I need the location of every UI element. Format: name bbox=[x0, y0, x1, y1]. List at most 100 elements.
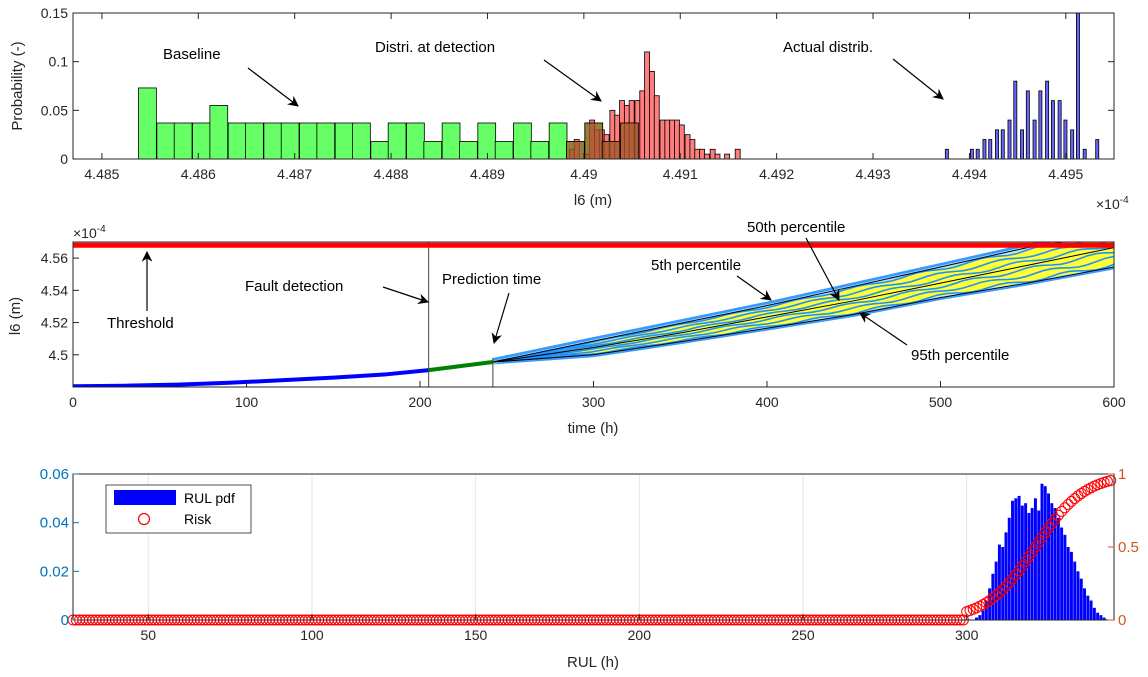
detection-histogram-bar bbox=[639, 90, 646, 160]
middle-y-tick-label: 4.54 bbox=[41, 282, 68, 298]
baseline-histogram-bar bbox=[477, 122, 497, 160]
rul-pdf-bar bbox=[1014, 498, 1018, 620]
actual-histogram-bar bbox=[1050, 100, 1055, 160]
detection-histogram-bar bbox=[689, 139, 696, 160]
svg-text:×10-4: ×10-4 bbox=[1096, 195, 1129, 212]
actual-histogram-bar bbox=[1032, 119, 1037, 160]
baseline-histogram-bar bbox=[192, 122, 211, 160]
baseline-histogram-bar bbox=[548, 122, 568, 160]
rul-pdf-bar bbox=[1083, 588, 1087, 620]
rul-pdf-bar bbox=[1017, 495, 1021, 620]
baseline-histogram-bar bbox=[156, 122, 176, 160]
top-x-tick-label: 4.487 bbox=[277, 166, 312, 182]
legend-label-risk: Risk bbox=[184, 511, 212, 527]
rul-pdf-bar bbox=[1004, 532, 1008, 620]
annotation-actual-distrib: Actual distrib. bbox=[783, 39, 873, 56]
risk-marker bbox=[1098, 476, 1110, 488]
actual-histogram-bar bbox=[944, 148, 949, 160]
top-x-tick-label: 4.493 bbox=[856, 166, 891, 182]
trajectory-lines bbox=[73, 242, 1114, 387]
baseline-histogram-bar bbox=[352, 122, 371, 160]
actual-histogram-bar bbox=[1013, 80, 1018, 160]
rul-pdf-bar bbox=[1030, 508, 1034, 620]
rul-pdf-bar bbox=[1076, 571, 1080, 620]
trajectory-line bbox=[492, 251, 1114, 363]
bottom-right-y-ticks: 00.51 bbox=[1108, 466, 1139, 629]
baseline-histogram-bar bbox=[423, 141, 443, 160]
bottom-left-y-ticks: 0 0.02 0.04 0.06 bbox=[40, 466, 79, 629]
p95-percentile-line bbox=[492, 266, 1114, 363]
bottom-y-tick-label: 0.04 bbox=[40, 515, 69, 532]
middle-x-tick-label: 400 bbox=[755, 394, 779, 410]
top-x-axis-label: l6 (m) bbox=[574, 192, 612, 209]
risk-marker bbox=[1049, 513, 1061, 525]
baseline-histogram-bar bbox=[209, 105, 229, 160]
top-x-tick-label: 4.492 bbox=[759, 166, 794, 182]
rul-pdf-bar bbox=[1033, 498, 1037, 620]
annotation-50th-percentile: 50th percentile bbox=[747, 219, 845, 236]
rul-pdf-bar bbox=[1079, 578, 1083, 620]
detection-histogram-bar bbox=[669, 119, 676, 160]
arrow-baseline bbox=[247, 67, 299, 107]
detection-histogram-bar bbox=[703, 153, 710, 160]
actual-histogram-bar bbox=[1076, 12, 1080, 160]
actual-histogram-bar bbox=[975, 148, 980, 160]
rul-pdf-bar bbox=[1043, 486, 1047, 620]
actual-histogram-bar bbox=[1082, 148, 1087, 160]
actual-histogram-bar bbox=[1038, 90, 1043, 160]
rul-pdf-bar bbox=[1060, 527, 1064, 620]
baseline-histogram-bar bbox=[299, 122, 318, 160]
risk-marker bbox=[1052, 509, 1064, 521]
risk-marker bbox=[1079, 485, 1091, 497]
baseline-histogram-bar bbox=[138, 87, 157, 160]
rul-pdf-bar bbox=[1089, 600, 1093, 620]
rul-pdf-bar bbox=[1040, 483, 1044, 620]
rul-pdf-bar bbox=[1007, 517, 1011, 620]
baseline-histogram-bar bbox=[227, 122, 247, 160]
detection-histogram-bar bbox=[699, 148, 705, 160]
rul-pdf-bar bbox=[988, 588, 992, 620]
bottom-y2-tick-label: 0.5 bbox=[1118, 539, 1139, 556]
actual-histogram-bar bbox=[982, 139, 987, 160]
bottom-y-tick-label: 0 bbox=[61, 612, 69, 629]
rul-pdf-bar bbox=[1063, 534, 1067, 620]
actual-histogram-bar bbox=[1095, 139, 1100, 160]
middle-y-tick-label: 4.5 bbox=[49, 347, 69, 363]
risk-marker bbox=[1065, 495, 1077, 507]
top-y-ticks: 0 0.05 0.1 0.15 bbox=[41, 5, 1114, 167]
rul-pdf-bar bbox=[1069, 551, 1073, 620]
rul-pdf-bar bbox=[997, 544, 1001, 620]
bottom-x-tick-label: 150 bbox=[464, 627, 488, 643]
bottom-x-ticks: 50 100 150 200 250 300 bbox=[141, 614, 979, 643]
bottom-y-tick-label: 0.06 bbox=[40, 466, 69, 483]
rul-pdf-bar bbox=[1047, 493, 1051, 620]
actual-histogram-bar bbox=[1025, 90, 1030, 160]
trajectory-line bbox=[492, 242, 1108, 363]
rul-pdf-bar bbox=[1037, 510, 1041, 620]
baseline-histogram-bar bbox=[173, 122, 193, 160]
detection-histogram-bar bbox=[694, 148, 701, 160]
actual-histogram-bar bbox=[1007, 119, 1012, 160]
risk-marker bbox=[1056, 505, 1068, 517]
baseline-histogram-bar bbox=[334, 122, 354, 160]
p50-percentile-line bbox=[492, 247, 1114, 363]
actual-histogram-bar bbox=[995, 129, 999, 160]
history-line bbox=[73, 368, 429, 387]
middle-y-ticks: 4.5 4.52 4.54 4.56 bbox=[41, 250, 79, 363]
risk-marker bbox=[1000, 580, 1012, 592]
baseline-histogram-bar bbox=[530, 141, 550, 160]
arrow-distri-at-detection bbox=[543, 59, 602, 102]
middle-x-ticks: 0 100 200 300 400 500 600 bbox=[69, 381, 1126, 410]
arrow-actual-distrib bbox=[892, 58, 944, 100]
rul-pdf-bar bbox=[975, 617, 978, 620]
middle-y-axis-label: l6 (m) bbox=[7, 297, 24, 335]
baseline-histogram-bar bbox=[459, 141, 478, 160]
prediction-segment-line bbox=[428, 360, 494, 373]
top-plot-frame bbox=[72, 12, 1115, 160]
risk-marker bbox=[1062, 498, 1074, 510]
bottom-x-tick-label: 300 bbox=[955, 627, 979, 643]
middle-y-tick-label: 4.52 bbox=[41, 315, 68, 331]
annotation-5th-percentile: 5th percentile bbox=[651, 257, 741, 274]
bottom-grid-lines bbox=[147, 474, 968, 620]
